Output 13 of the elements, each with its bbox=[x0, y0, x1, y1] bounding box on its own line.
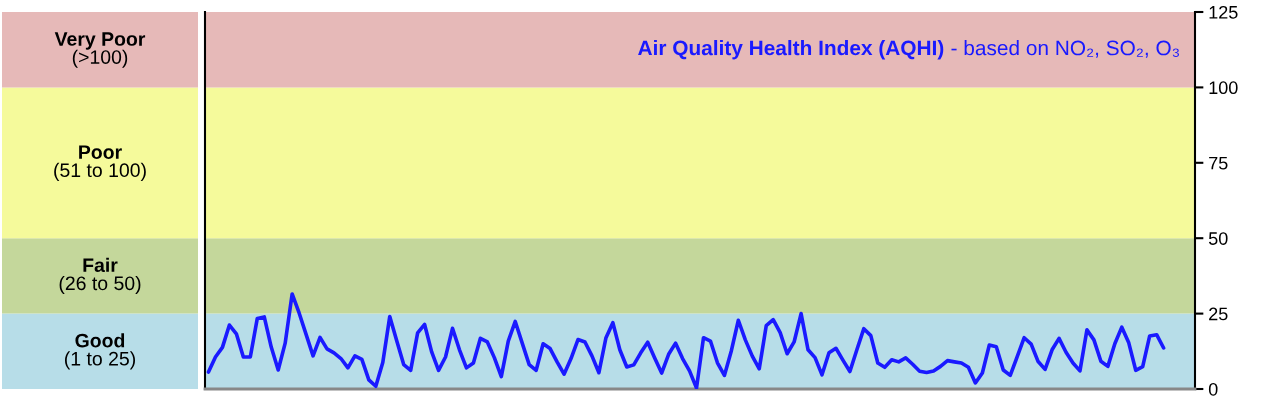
text: Good (1 to 25) bbox=[65, 333, 135, 370]
y-tick-label: 0 bbox=[1208, 382, 1218, 396]
text: Poor (51 to 100) bbox=[54, 145, 146, 181]
y-tick-label: 25 bbox=[1209, 307, 1228, 321]
text: Fair (26 to 50) bbox=[59, 257, 141, 295]
line-series bbox=[206, 292, 1166, 389]
y-tick-label: 75 bbox=[1209, 156, 1228, 170]
text: Very Poor (>100) bbox=[54, 32, 146, 68]
y-tick-label: 50 bbox=[1208, 232, 1228, 245]
text: Air Quality Health Index (AQHI) bbox=[638, 39, 944, 60]
y-tick-label: 125 bbox=[1209, 5, 1238, 19]
text: - based on NO₂, SO₂, O₃ bbox=[951, 39, 1179, 58]
y-tick-label: 100 bbox=[1209, 81, 1238, 95]
